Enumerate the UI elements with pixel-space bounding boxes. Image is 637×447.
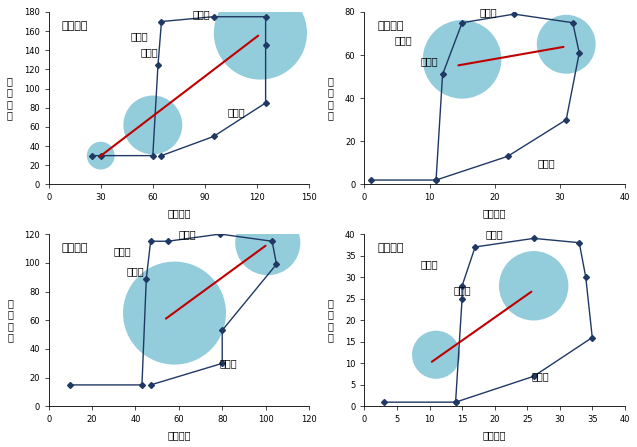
Text: 성숙기: 성숙기: [192, 9, 210, 19]
Y-axis label: 특
허
건
수: 특 허 건 수: [7, 298, 13, 343]
Point: [561, 41, 571, 48]
Text: 발전기: 발전기: [220, 358, 238, 368]
Text: 퇴조기: 퇴조기: [395, 35, 412, 45]
Y-axis label: 특
허
건
수: 특 허 건 수: [7, 76, 13, 121]
Y-axis label: 특
허
건
수: 특 허 건 수: [328, 298, 334, 343]
X-axis label: 출원인수: 출원인수: [483, 430, 506, 440]
X-axis label: 출원인수: 출원인수: [167, 430, 190, 440]
Text: 발전기: 발전기: [227, 108, 245, 118]
Text: 퇴조기: 퇴조기: [113, 246, 131, 256]
Point: [457, 56, 467, 63]
Text: 부활기: 부활기: [127, 266, 144, 276]
Point: [148, 122, 158, 129]
X-axis label: 출원인수: 출원인수: [167, 208, 190, 218]
Text: 성숙기: 성숙기: [479, 7, 497, 17]
Y-axis label: 특
허
건
수: 특 허 건 수: [328, 76, 334, 121]
Text: 부활기: 부활기: [421, 56, 438, 67]
Text: 부활기: 부활기: [141, 47, 158, 57]
Point: [431, 351, 441, 358]
Point: [529, 282, 539, 289]
Text: 발전기: 발전기: [531, 371, 549, 381]
Text: 유럽특허: 유럽특허: [378, 243, 404, 253]
Text: 미국특허: 미국특허: [378, 21, 404, 30]
Text: 부활기: 부활기: [454, 285, 471, 295]
Text: 일본특허: 일본특허: [62, 243, 88, 253]
X-axis label: 출원인수: 출원인수: [483, 208, 506, 218]
Text: 성숙기: 성숙기: [179, 229, 196, 239]
Point: [262, 239, 273, 246]
Point: [169, 309, 180, 316]
Text: 성숙기: 성숙기: [486, 229, 503, 239]
Text: 퇴조기: 퇴조기: [130, 31, 148, 41]
Point: [255, 30, 266, 37]
Text: 한국특허: 한국특허: [62, 21, 88, 30]
Text: 발전기: 발전기: [538, 158, 555, 168]
Point: [96, 152, 106, 159]
Text: 퇴조기: 퇴조기: [421, 259, 438, 269]
